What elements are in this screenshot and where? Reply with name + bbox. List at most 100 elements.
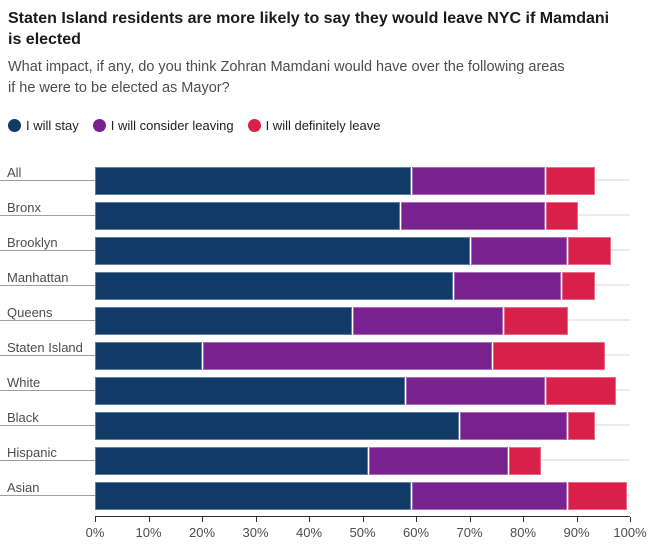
bar-segment [491, 341, 606, 370]
x-tick-label: 60% [402, 525, 430, 540]
x-axis-tick [416, 517, 417, 522]
chart-row: Black [0, 408, 660, 443]
x-axis-tick [255, 517, 257, 522]
x-tick-label: 80% [509, 525, 537, 540]
chart-row: Staten Island [0, 338, 660, 373]
x-axis-tick [148, 517, 150, 522]
bar-segment [95, 166, 411, 195]
bar-segment [566, 236, 611, 265]
x-axis-tick [469, 517, 471, 522]
category-label: White [7, 374, 41, 390]
label-leader-line [0, 320, 95, 321]
bar-segment [95, 411, 459, 440]
category-label: Brooklyn [7, 234, 58, 250]
x-axis-tick [523, 517, 524, 522]
chart-row: Queens [0, 303, 660, 338]
label-leader-line [0, 285, 95, 286]
bar-segment [202, 341, 492, 370]
chart-subtitle: What impact, if any, do you think Zohran… [8, 59, 565, 96]
x-tick-label: 90% [563, 525, 590, 540]
stacked-bar [95, 201, 630, 230]
x-tick-label: 70% [456, 525, 483, 540]
bar-segment [561, 271, 595, 300]
bar-segment [410, 481, 567, 510]
legend-dot-stay-icon [8, 119, 21, 132]
legend-item-definitely-leave: I will definitely leave [247, 118, 381, 133]
bar-segment [507, 446, 542, 475]
x-tick-label: 30% [242, 525, 269, 540]
label-leader-line [0, 390, 95, 391]
chart-row: Bronx [0, 198, 660, 233]
x-tick-label: 10% [135, 525, 162, 540]
bar-segment [545, 201, 579, 230]
legend-label-definitely-leave: I will definitely leave [265, 118, 381, 133]
bar-segment [453, 271, 562, 300]
bar-segment [95, 446, 368, 475]
x-tick-label: 20% [188, 525, 216, 540]
bar-segment [95, 306, 352, 335]
x-axis-tick [202, 517, 203, 522]
bar-segment [95, 376, 406, 405]
bar-segment [405, 376, 546, 405]
stacked-bar [95, 376, 630, 405]
bar-segment [399, 201, 546, 230]
legend-item-stay: I will stay [8, 118, 79, 133]
stacked-bar [95, 306, 630, 335]
label-leader-line [0, 495, 95, 496]
x-tick-label: 100% [613, 525, 647, 540]
stacked-bar [95, 446, 630, 475]
category-label: Manhattan [7, 269, 69, 285]
bar-segment [410, 166, 546, 195]
bar-segment [351, 306, 503, 335]
bar-segment [545, 376, 616, 405]
bar-segment [95, 236, 470, 265]
category-label: Queens [7, 304, 53, 320]
bar-segment [95, 271, 454, 300]
x-axis-tick [95, 517, 96, 522]
legend-item-consider-leaving: I will consider leaving [92, 118, 234, 133]
bar-segment [566, 481, 627, 510]
x-axis: 0% 10% 20% 30% 40% 50% 60% 70% 80% 90% 100% [86, 516, 647, 546]
category-label: Bronx [7, 199, 41, 215]
legend-dot-consider-leaving-icon [92, 119, 106, 132]
x-tick-label: 40% [295, 525, 323, 540]
category-label: Staten Island [7, 339, 83, 355]
bar-segment [95, 201, 400, 230]
chart-row: Hispanic [0, 443, 660, 478]
category-label: Black [7, 409, 39, 425]
bar-segment [502, 306, 568, 335]
chart-row: All [0, 163, 660, 198]
stacked-bar [95, 236, 630, 265]
label-leader-line [0, 460, 95, 461]
bar-segment [95, 481, 411, 510]
x-axis-tick [362, 517, 364, 522]
category-label: Asian [7, 479, 40, 495]
legend-label-stay: I will stay [26, 118, 79, 133]
chart-row: White [0, 373, 660, 408]
stacked-bar [95, 341, 630, 370]
x-axis-tick [630, 517, 631, 522]
label-leader-line [0, 250, 95, 251]
legend-dot-definitely-leave-icon [247, 119, 261, 132]
bar-segment [458, 411, 567, 440]
bar-segment [95, 341, 202, 370]
x-axis-tick [576, 517, 578, 522]
chart-row: Manhattan [0, 268, 660, 303]
legend-label-consider-leaving: I will consider leaving [110, 118, 234, 133]
chart-row: Asian [0, 478, 660, 513]
bar-segment [566, 411, 595, 440]
x-tick-label: 0% [85, 525, 105, 540]
chart-plot-area: All Bronx Brooklyn Manhattan Queens Staten Is… [0, 163, 660, 540]
category-label: Hispanic [7, 444, 57, 460]
stacked-bar [95, 411, 630, 440]
x-axis-tick [309, 517, 310, 522]
stacked-bar [95, 166, 630, 195]
bar-segment [469, 236, 567, 265]
stacked-bar [95, 271, 630, 300]
stacked-bar [95, 481, 630, 510]
label-leader-line [0, 425, 95, 426]
bar-segment [367, 446, 508, 475]
chart-title: Staten Island residents are more likely … [8, 10, 610, 48]
category-label: All [7, 164, 22, 180]
